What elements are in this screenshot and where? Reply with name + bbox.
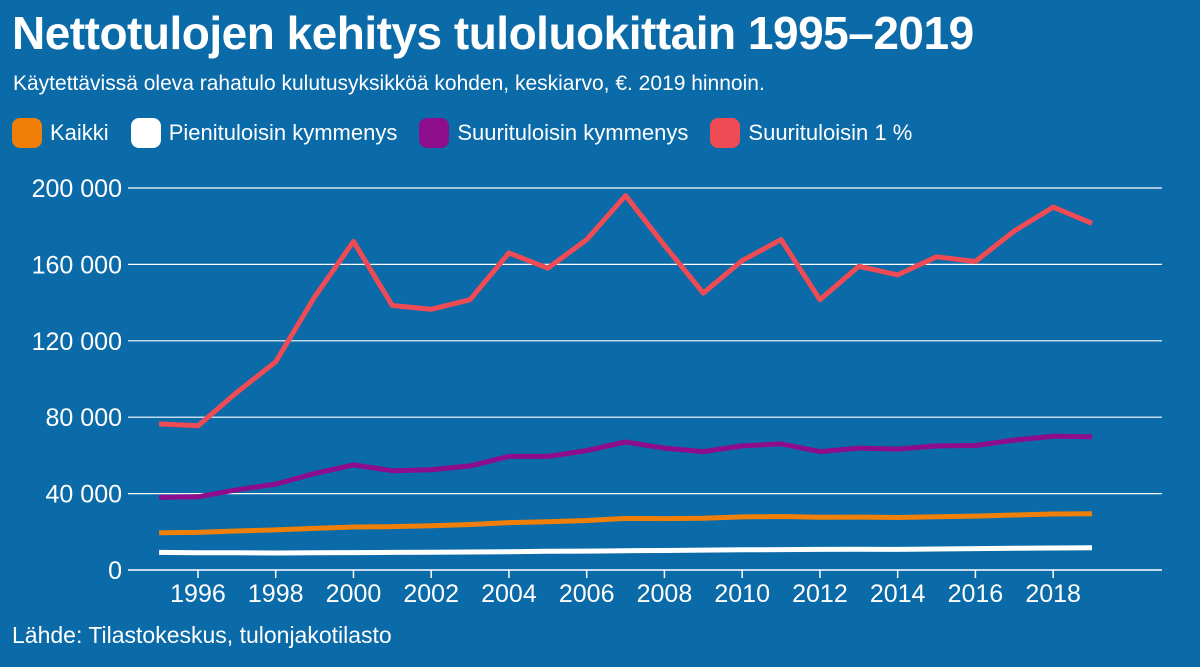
series-line-suurituloisin-kymmenys [159,433,1093,500]
x-tick-label: 2002 [403,580,459,608]
x-tick-label: 2018 [1025,580,1081,608]
x-tick-label: 1996 [170,580,226,608]
chart-title: Nettotulojen kehitys tuloluokittain 1995… [12,7,974,59]
x-tick-label: 2000 [326,580,382,608]
series-line-suurituloisin-1-prosentti [158,193,1093,429]
x-tick-label: 2012 [792,580,848,608]
legend-label-suurituloisin-kymmenys: Suurituloisin kymmenys [457,120,689,145]
legend-swatch-suurituloisin-kymmenys [419,118,450,148]
legend-swatch-kaikki [12,118,42,148]
y-tick-label: 120 000 [32,328,122,356]
legend-swatch-suurituloisin-1-prosentti [710,118,741,148]
legend-item-pienituloisin-kymmenys: Pienituloisin kymmenys [130,118,398,148]
x-tick-label: 2004 [481,580,537,608]
legend-item-suurituloisin-1-prosentti: Suurituloisin 1 % [710,118,912,148]
x-tick-label: 2016 [948,580,1004,608]
legend-swatch-pienituloisin-kymmenys [130,118,161,148]
x-tick-label: 2014 [870,580,926,608]
series-line-pienituloisin-kymmenys [159,545,1093,556]
legend: Kaikki Pienituloisin kymmenys Suurituloi… [12,118,912,148]
y-tick-label: 0 [108,557,122,585]
y-tick-label: 160 000 [32,251,122,279]
legend-label-pienituloisin-kymmenys: Pienituloisin kymmenys [168,120,398,145]
y-tick-label: 200 000 [32,175,122,203]
y-tick-label: 80 000 [46,404,122,432]
legend-label-suurituloisin-1-prosentti: Suurituloisin 1 % [748,120,913,145]
x-tick-label: 1998 [248,580,304,608]
legend-item-kaikki: Kaikki [12,118,109,148]
x-tick-label: 2010 [714,580,770,608]
x-tick-label: 2006 [559,580,615,608]
source-note: Lähde: Tilastokeskus, tulonjakotilasto [12,622,392,648]
chart-subtitle: Käytettävissä oleva rahatulo kulutusyksi… [13,72,765,95]
series-line-kaikki [159,511,1093,536]
y-tick-label: 40 000 [46,481,122,509]
x-tick-label: 2008 [637,580,693,608]
legend-label-kaikki: Kaikki [50,120,109,145]
legend-item-suurituloisin-kymmenys: Suurituloisin kymmenys [419,118,688,148]
